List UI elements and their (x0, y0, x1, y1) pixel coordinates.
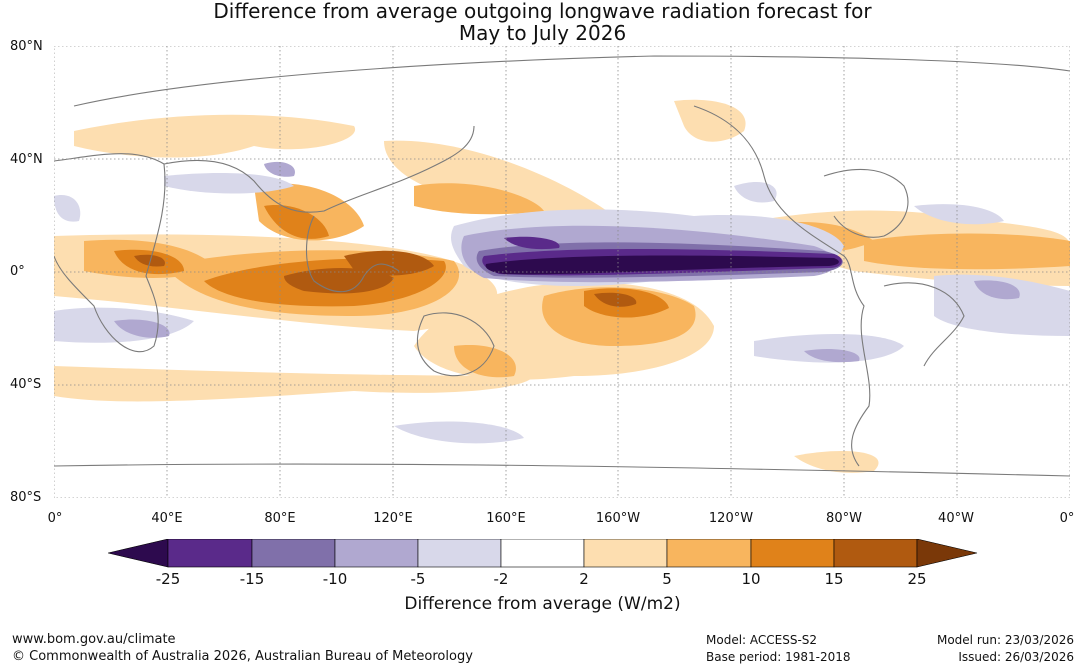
colorbar-tick: 25 (907, 570, 927, 588)
colorbar-tick: -15 (239, 570, 265, 588)
lat-label-80n: 80°N (10, 39, 43, 54)
colorbar-tick: 5 (662, 570, 672, 588)
anomaly-below-minus-25 (485, 255, 839, 275)
lon-label-160e: 160°E (486, 511, 526, 526)
graticule (54, 46, 1070, 498)
anomaly-15-to-25 (134, 250, 637, 307)
colorbar-segment (167, 539, 253, 568)
base-period: Base period: 1981-2018 (706, 650, 851, 664)
footer-model-info: Model: ACCESS-S2 Base period: 1981-2018 (706, 632, 851, 666)
website-link[interactable]: www.bom.gov.au/climate (12, 632, 176, 647)
colorbar-segment (334, 539, 419, 568)
colorbar-tick: 15 (824, 570, 844, 588)
lat-label-40s: 40°S (10, 377, 42, 392)
colorbar-tick: -2 (493, 570, 509, 588)
colorbar-segment (666, 539, 752, 568)
lat-label-40n: 40°N (10, 152, 43, 167)
lon-label-0: 0° (47, 511, 63, 526)
anomaly-map (54, 46, 1070, 498)
colorbar-tick: 2 (579, 570, 589, 588)
lon-label-160w: 160°W (595, 511, 641, 526)
lon-label-120e: 120°E (373, 511, 413, 526)
colorbar-tick: -25 (155, 570, 181, 588)
lon-label-80e: 80°E (264, 511, 296, 526)
colorbar-segment (833, 539, 918, 568)
lat-label-0: 0° (10, 264, 25, 279)
colorbar-segment (750, 539, 835, 568)
colorbar-high-extension (916, 539, 978, 568)
lat-label-80s: 80°S (10, 490, 42, 505)
colorbar-segment (251, 539, 336, 568)
colorbar-segment (417, 539, 502, 568)
issued-date: Issued: 26/03/2026 (958, 650, 1074, 664)
colorbar-tick: 10 (741, 570, 761, 588)
lon-label-120w: 120°W (708, 511, 754, 526)
lon-label-0-east: 0° (1059, 511, 1075, 526)
colorbar-label: Difference from average (W/m2) (404, 594, 681, 614)
model-run: Model run: 23/03/2026 (936, 633, 1074, 647)
lon-label-40w: 40°W (938, 511, 974, 526)
chart-title-line-1: Difference from average outgoing longwav… (213, 0, 872, 23)
colorbar-segment (500, 539, 585, 568)
colorbar (108, 539, 978, 568)
copyright: © Commonwealth of Australia 2026, Austra… (12, 649, 473, 664)
colorbar-segment (583, 539, 668, 568)
lon-label-80w: 80°W (826, 511, 862, 526)
chart-title-line-2: May to July 2026 (458, 21, 627, 45)
model-name: Model: ACCESS-S2 (706, 633, 818, 647)
colorbar-low-extension (108, 539, 169, 568)
lon-label-40e: 40°E (151, 511, 183, 526)
anomaly-fields (54, 99, 1070, 473)
footer-left: www.bom.gov.au/climate © Commonwealth of… (12, 631, 473, 665)
footer-run-info: Model run: 23/03/2026 Issued: 26/03/2026 (937, 632, 1074, 666)
colorbar-tick: -5 (410, 570, 426, 588)
colorbar-tick: -10 (322, 570, 348, 588)
